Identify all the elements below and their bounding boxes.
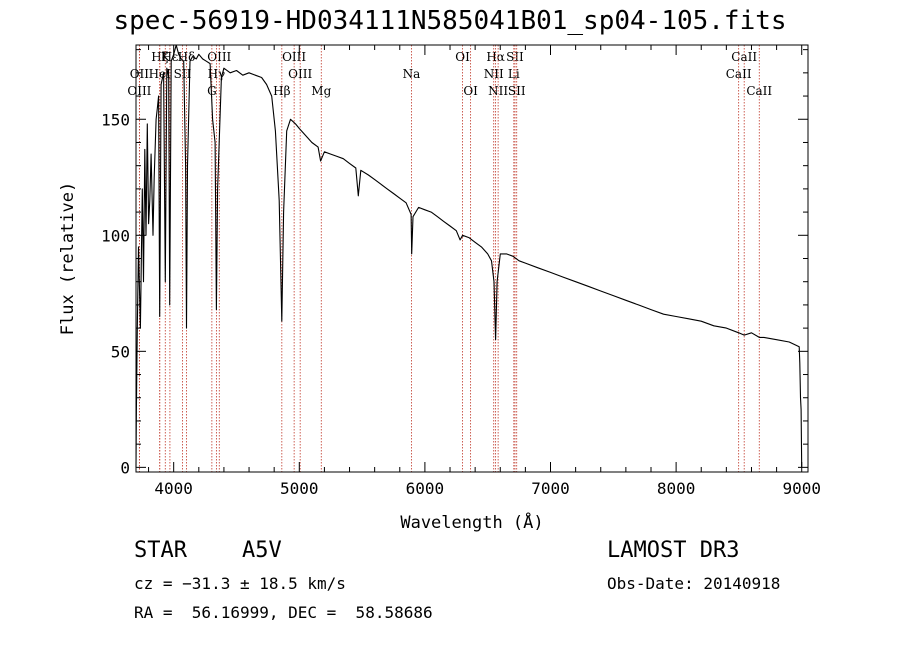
- y-tick-label: 50: [111, 342, 130, 361]
- survey-name: LAMOST DR3: [607, 538, 740, 563]
- coordinates: RA = 56.16999, DEC = 58.58686: [134, 603, 433, 622]
- line-label-22: NII: [488, 84, 508, 98]
- object-class: STAR: [134, 538, 187, 563]
- y-tick-label: 150: [101, 110, 130, 129]
- line-label-7: HeI: [149, 67, 172, 81]
- y-axis-label: Flux (relative): [58, 182, 78, 336]
- spectrum-line: [135, 44, 803, 468]
- line-label-19: SII: [506, 50, 524, 64]
- line-label-18: Hα: [486, 50, 505, 64]
- x-tick-label: 6000: [406, 479, 445, 498]
- line-label-21: Li: [508, 67, 520, 81]
- line-label-25: CaII: [726, 67, 752, 81]
- object-subclass: A5V: [242, 538, 282, 563]
- line-label-26: CaII: [746, 84, 772, 98]
- line-label-16: OI: [455, 50, 470, 64]
- line-label-1: OII: [130, 67, 150, 81]
- x-axis-label: Wavelength (Å): [400, 511, 543, 533]
- line-label-15: Na: [403, 67, 421, 81]
- redshift-velocity: cz = −31.3 ± 18.5 km/s: [134, 574, 346, 593]
- line-label-8: SII: [174, 67, 192, 81]
- line-label-11: Hβ: [273, 84, 290, 98]
- x-tick-label: 5000: [280, 479, 319, 498]
- x-tick-label: 9000: [782, 479, 821, 498]
- chart-title: spec-56919-HD034111N585041B01_sp04-105.f…: [113, 6, 787, 36]
- y-tick-label: 100: [101, 226, 130, 245]
- line-label-13: OIII: [288, 67, 312, 81]
- plot-frame: [135, 44, 809, 473]
- line-label-20: NII: [484, 67, 504, 81]
- x-tick-label: 7000: [531, 479, 570, 498]
- line-label-23: SII: [508, 84, 526, 98]
- x-tick-label: 8000: [657, 479, 696, 498]
- line-label-12: OIII: [282, 50, 306, 64]
- line-label-6: OIII: [207, 50, 231, 64]
- x-tick-label: 4000: [154, 479, 193, 498]
- line-label-17: OI: [463, 84, 478, 98]
- y-tick-label: 0: [120, 458, 130, 477]
- observation-date: Obs-Date: 20140918: [607, 574, 781, 593]
- line-label-14: Mg: [311, 84, 331, 98]
- spectrum-series: [135, 44, 803, 468]
- line-label-24: CaII: [731, 50, 757, 64]
- line-label-2: OIII: [127, 84, 151, 98]
- line-label-4: K: [161, 50, 171, 64]
- plot-axes: 4000 5000 6000 7000 8000 9000 0 50 100 150 Wavelen…: [58, 44, 821, 533]
